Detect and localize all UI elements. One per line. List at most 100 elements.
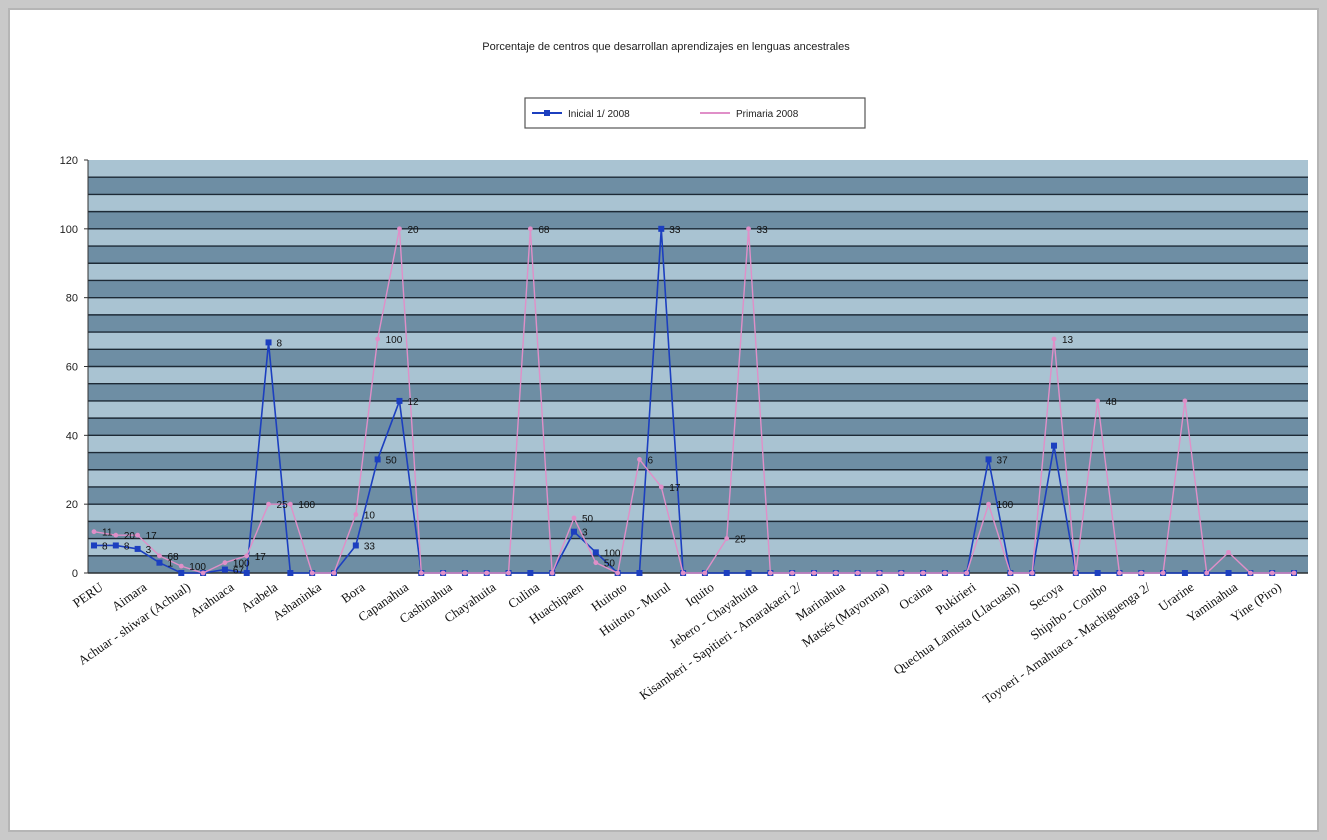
grid-band — [88, 349, 1308, 367]
data-point — [877, 570, 882, 576]
y-tick-label: 60 — [66, 362, 78, 374]
data-point — [1181, 570, 1188, 576]
data-label: 100 — [997, 500, 1014, 511]
data-point — [287, 501, 293, 507]
x-tick-label: PERU — [70, 579, 106, 611]
grid-band — [88, 400, 1308, 419]
grid-band — [88, 418, 1308, 436]
legend-label-inicial: Inicial 1/ 2008 — [568, 109, 630, 120]
data-point — [615, 570, 621, 576]
series-layer: 8 8 3 1 67 8 33 50 12 3 100 33 37 11 20 17 68 100 100 17 25 1… — [91, 225, 1297, 577]
data-label: 100 — [189, 562, 206, 573]
x-tick-label: Arahuaca — [187, 579, 237, 620]
data-point — [244, 553, 250, 559]
data-label: 1 — [167, 559, 173, 570]
grid-band — [88, 314, 1308, 333]
data-point — [156, 559, 163, 566]
data-label: 25 — [277, 500, 289, 511]
grid-band — [88, 469, 1308, 487]
grid-band — [88, 452, 1308, 470]
data-point — [571, 528, 577, 535]
data-point — [1051, 336, 1057, 342]
data-point — [243, 570, 250, 576]
x-tick-label: Ocaina — [896, 579, 935, 613]
data-point — [112, 542, 119, 549]
data-point — [724, 536, 730, 541]
grid-band — [88, 297, 1308, 315]
grid-band — [88, 160, 1308, 178]
data-point — [134, 545, 141, 552]
data-point — [178, 570, 185, 576]
data-point — [418, 570, 424, 576]
data-point — [1160, 570, 1166, 576]
data-point — [1095, 398, 1101, 404]
data-point — [309, 570, 315, 576]
data-point — [920, 570, 926, 576]
data-point — [396, 397, 403, 404]
data-label: 33 — [364, 541, 376, 552]
data-point — [1291, 570, 1297, 576]
data-point — [789, 570, 795, 576]
data-point — [593, 560, 599, 566]
grid-band — [88, 332, 1308, 350]
data-point — [942, 570, 948, 576]
data-point — [746, 226, 751, 232]
data-point — [527, 226, 533, 232]
y-tick-label: 100 — [60, 224, 78, 236]
data-label: 50 — [582, 514, 594, 525]
data-label: 3 — [146, 545, 152, 556]
y-tick-label: 40 — [66, 430, 78, 442]
grid-band — [88, 521, 1308, 539]
grid-band — [88, 263, 1308, 281]
data-label: 12 — [407, 397, 419, 408]
data-point — [353, 512, 359, 517]
x-tick-label: Ashaninka — [270, 579, 324, 623]
y-tick-label: 0 — [72, 568, 78, 580]
data-label: 3 — [582, 528, 588, 539]
data-point — [1117, 570, 1122, 576]
data-point — [506, 570, 511, 576]
data-point — [767, 570, 773, 576]
legend-marker-inicial — [544, 110, 550, 116]
data-label: 68 — [167, 552, 179, 563]
data-point — [222, 560, 228, 566]
data-point — [484, 570, 490, 576]
data-point — [658, 484, 664, 490]
data-point — [91, 529, 97, 535]
chart-area: Porcentaje de centros que desarrollan ap… — [8, 8, 1319, 832]
data-point — [745, 570, 752, 576]
grid-band — [88, 246, 1308, 264]
data-label: 17 — [669, 483, 681, 494]
grid-band — [88, 504, 1308, 522]
grid-band — [88, 538, 1308, 556]
grid-band — [88, 177, 1308, 195]
data-label: 100 — [298, 500, 315, 511]
data-point — [265, 339, 272, 346]
data-point — [200, 570, 206, 576]
data-point — [135, 532, 141, 538]
y-tick-label: 120 — [60, 155, 78, 167]
data-point — [855, 570, 861, 576]
data-label: 33 — [757, 225, 769, 236]
data-label: 10 — [364, 510, 376, 521]
data-label: 25 — [735, 535, 747, 546]
data-point — [1247, 570, 1253, 576]
data-point — [1182, 398, 1188, 404]
data-label: 6 — [647, 455, 653, 466]
data-point — [1204, 570, 1210, 576]
data-point — [1225, 570, 1232, 576]
series-primaria — [91, 226, 1297, 576]
data-point — [462, 570, 468, 576]
y-tick-label: 20 — [66, 499, 78, 511]
data-point — [1269, 570, 1275, 576]
data-point — [898, 570, 904, 576]
data-point — [680, 570, 686, 576]
data-label: 100 — [233, 559, 250, 570]
data-label: 100 — [386, 335, 403, 346]
data-label: 8 — [277, 338, 283, 349]
data-point — [221, 566, 228, 573]
grid-band — [88, 228, 1308, 247]
data-point — [527, 570, 534, 576]
grid-band — [88, 486, 1308, 505]
data-point — [178, 563, 184, 569]
